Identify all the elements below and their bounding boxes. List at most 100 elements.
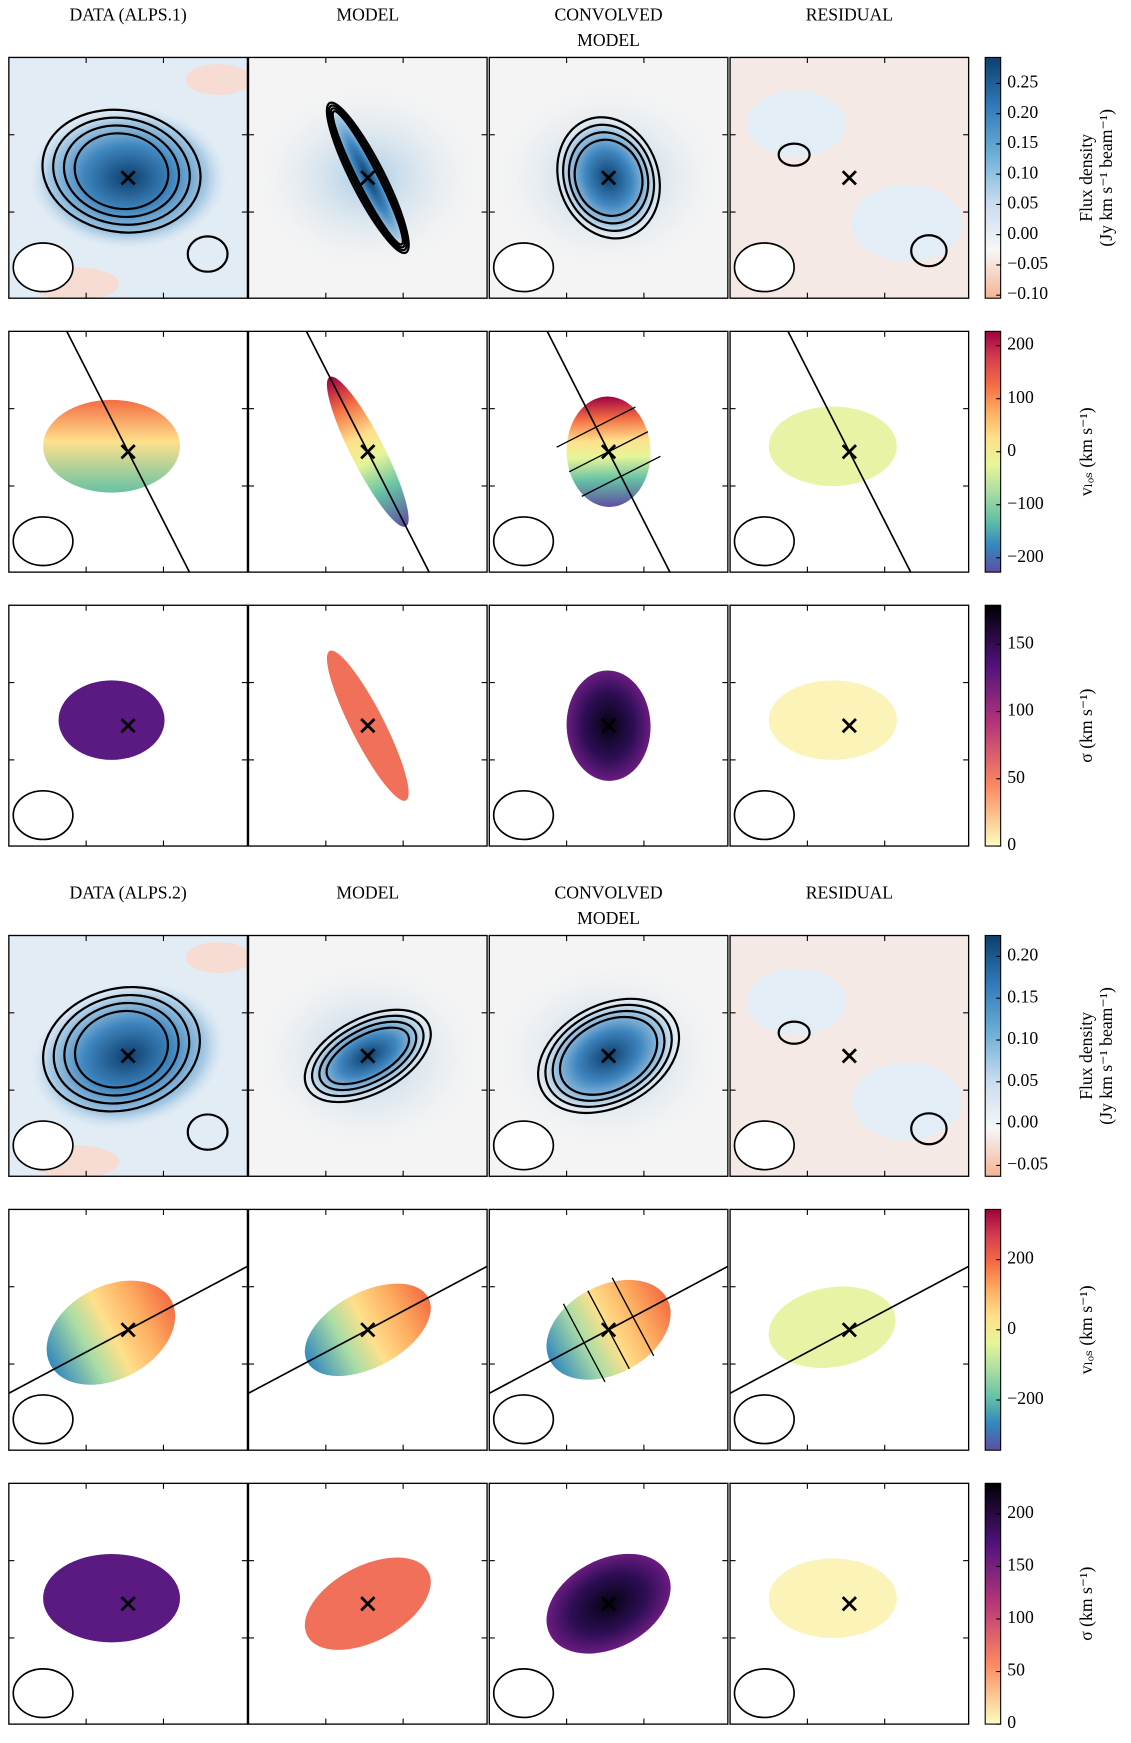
column-title: CONVOLVED [554,5,662,25]
panel [248,1209,488,1451]
colorbar-label: Flux density [1076,134,1096,222]
colorbar-tick-label: 0.20 [1007,944,1038,964]
colorbar-tick-label: −100 [1007,493,1044,513]
center-marker [600,1596,617,1612]
contour [567,131,650,225]
colorbar-tick-label: 0.15 [1007,132,1038,152]
colorbar-tick-label: 200 [1007,1502,1034,1522]
colorbar [984,56,1002,299]
panel-frame [8,934,249,1177]
center-marker [360,1048,376,1064]
center-marker [360,1322,376,1338]
colorbar-tick-label: −200 [1007,1388,1044,1408]
column-title: RESIDUAL [806,5,893,25]
panel-frame [488,604,729,847]
beam [12,1394,74,1445]
contour [562,123,656,232]
contour [777,1020,811,1045]
panel [489,331,728,573]
column-title: RESIDUAL [806,883,893,903]
panel [730,1209,969,1451]
center-marker [600,1322,617,1338]
contour [325,1026,411,1086]
center-marker [841,444,857,460]
panel [8,605,248,847]
column-title: MODEL [336,5,399,25]
column-title: DATA (ALPS.2) [69,883,186,903]
beam [12,1668,74,1719]
dispersion-map [768,1558,897,1638]
panel [8,935,248,1177]
beam [733,1668,795,1719]
panel [8,57,248,299]
velocity-map [768,406,897,486]
panel-frame [488,330,729,573]
colorbar-tick-label: −0.05 [1007,253,1048,273]
contour [318,1020,418,1092]
panel-frame [729,934,970,1177]
colorbar-tick-label: 0.00 [1007,223,1038,243]
colorbar-tick-label: 0 [1007,440,1016,460]
beam [733,1120,795,1171]
panel-frame [247,1208,488,1451]
panel-frame [247,330,488,573]
panel-frame [488,56,729,299]
colorbar-tick-label: 100 [1007,1607,1034,1627]
panel-frame [729,330,970,573]
center-marker [841,1596,857,1612]
center-marker [120,1596,136,1612]
panel-frame [729,604,970,847]
colorbar-label: vₗₒₛ (km s⁻¹) [1076,1285,1096,1374]
colorbar-tick-label: 150 [1007,632,1034,652]
colorbar [984,1482,1002,1725]
center-marker [841,718,857,734]
colorbar-label: σ (km s⁻¹) [1076,1567,1096,1641]
column-title: MODEL [336,883,399,903]
panel [8,331,248,573]
colorbar-tick-label: 0.15 [1007,986,1038,1006]
contour [325,101,410,255]
panel [489,1483,728,1725]
panel [730,1483,969,1725]
colorbar-tick-label: 50 [1007,767,1025,787]
panel [248,935,488,1177]
center-marker [120,444,136,460]
colorbar-tick-label: 0.05 [1007,1070,1038,1090]
colorbar-tick-label: 150 [1007,1554,1034,1574]
contour [331,110,404,246]
column-title: DATA (ALPS.1) [69,5,186,25]
colorbar-tick-label: 100 [1007,700,1034,720]
contour [52,116,191,226]
center-marker [841,1322,857,1338]
velocity-map [43,399,181,493]
panel-frame [247,934,488,1177]
noise [746,968,847,1035]
panel-frame [247,56,488,299]
center-marker [600,718,617,734]
contour [558,1015,659,1096]
colorbar-tick-label: 100 [1007,387,1034,407]
beam [492,1394,555,1445]
contour [544,1003,673,1108]
contour [73,132,170,211]
colorbar [984,604,1002,847]
contour [62,124,181,219]
panel-frame [8,1482,249,1725]
beam [733,242,795,293]
dispersion-map [43,1554,181,1643]
colorbar-label: (Jy km s⁻¹ beam⁻¹) [1096,109,1116,247]
colorbar-tick-label: −0.10 [1007,283,1048,303]
colorbar-tick-label: 200 [1007,1248,1034,1268]
contour [573,138,644,217]
contour [303,1008,432,1104]
column-title: CONVOLVED [554,883,662,903]
beam [492,1668,555,1719]
colorbar-label: (Jy km s⁻¹ beam⁻¹) [1096,987,1116,1125]
contour [73,1009,170,1089]
colorbar-label: Flux density [1076,1012,1096,1100]
panel [730,935,969,1177]
center-marker [360,170,376,186]
center-marker [360,1596,376,1612]
dispersion-map [58,680,165,760]
